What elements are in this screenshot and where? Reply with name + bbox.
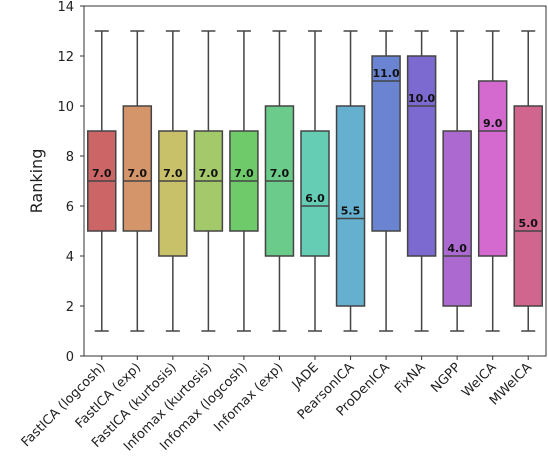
box-13: 5.0	[513, 30, 543, 332]
iqr-box	[335, 105, 366, 307]
box-10: 10.0	[406, 30, 437, 332]
iqr-box	[406, 55, 437, 257]
iqr-box	[513, 105, 543, 307]
median-label: 4.0	[447, 242, 467, 255]
y-tick-label: 0	[66, 350, 74, 365]
iqr-box	[477, 80, 508, 257]
median-label: 7.0	[270, 167, 290, 180]
y-tick-label: 4	[66, 250, 74, 265]
y-tick-label: 6	[66, 200, 74, 215]
median-label: 7.0	[199, 167, 219, 180]
median-label: 5.0	[518, 217, 538, 230]
y-axis: 0 2 4 6 8 10 12 14	[57, 0, 84, 365]
median-label: 7.0	[234, 167, 254, 180]
box-12: 9.0	[477, 30, 508, 332]
median-label: 11.0	[373, 67, 400, 80]
box-6: 7.0	[264, 30, 295, 332]
median-label: 7.0	[92, 167, 112, 180]
box-4: 7.0	[193, 30, 224, 332]
iqr-box	[158, 130, 188, 257]
y-tick-label: 10	[57, 100, 74, 115]
box-11: 4.0	[442, 30, 472, 332]
y-tick-label: 8	[66, 150, 74, 165]
box-1: 7.0	[87, 30, 117, 332]
x-tick-label: JADE	[289, 360, 322, 393]
x-tick-label: FixNA	[392, 360, 428, 396]
box-2: 7.0	[122, 30, 153, 332]
iqr-box	[300, 130, 330, 257]
y-tick-label: 12	[57, 50, 74, 65]
iqr-box	[371, 55, 401, 232]
box-9: 11.0	[371, 30, 401, 332]
boxes: 7.0 7.0 7.0 7.0 7.0 7.0 6.0 5.5 11.0 10.0 4.0 9.0 5.…	[87, 30, 543, 332]
median-label: 5.5	[341, 205, 361, 218]
box-7: 6.0	[300, 30, 330, 332]
box-3: 7.0	[158, 30, 188, 332]
iqr-box	[442, 130, 472, 307]
box-5: 7.0	[229, 30, 259, 332]
y-tick-label: 14	[57, 0, 74, 15]
median-label: 9.0	[483, 117, 503, 130]
median-label: 6.0	[305, 192, 325, 205]
median-label: 7.0	[128, 167, 148, 180]
box-8: 5.5	[335, 30, 366, 332]
y-axis-title: Ranking	[27, 149, 46, 214]
x-axis: FastICA (logcosh)FastICA (exp)FastICA (k…	[19, 356, 535, 454]
median-label: 7.0	[163, 167, 183, 180]
y-tick-label: 2	[66, 300, 74, 315]
iqr-box	[122, 105, 153, 232]
median-label: 10.0	[408, 92, 435, 105]
